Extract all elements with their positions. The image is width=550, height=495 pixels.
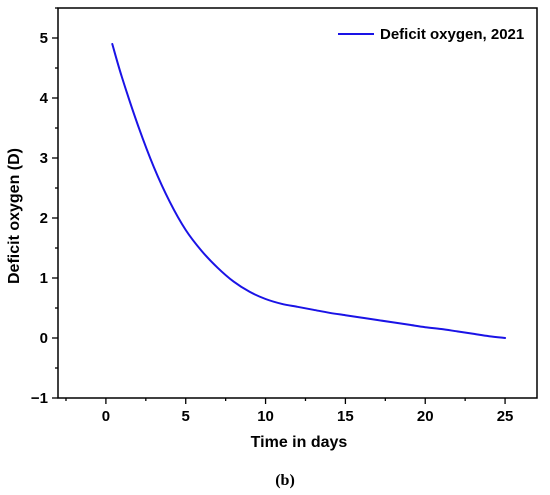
plot-frame bbox=[57, 7, 538, 399]
y-tick-label: 0 bbox=[40, 330, 48, 347]
y-tick-label: 1 bbox=[40, 270, 48, 287]
series-line bbox=[111, 43, 507, 339]
x-tick-label: 10 bbox=[257, 408, 274, 425]
axis-ticks bbox=[52, 7, 506, 404]
x-tick-label: 0 bbox=[102, 408, 110, 425]
y-tick-label: 5 bbox=[40, 30, 48, 47]
x-tick-label: 5 bbox=[182, 408, 190, 425]
x-tick-label: 15 bbox=[337, 408, 354, 425]
figure-caption: (b) bbox=[275, 472, 295, 489]
y-axis-title: Deficit oxygen (D) bbox=[6, 148, 23, 284]
y-tick-label: −1 bbox=[31, 390, 48, 407]
tick-labels: 0 5 10 15 20 25 −1 0 1 2 3 4 5 bbox=[31, 30, 514, 425]
y-tick-label: 2 bbox=[40, 210, 48, 227]
series-layer bbox=[111, 43, 507, 339]
y-tick-label: 4 bbox=[40, 90, 49, 107]
x-tick-label: 20 bbox=[417, 408, 434, 425]
legend: Deficit oxygen, 2021 bbox=[338, 26, 524, 43]
plot-border bbox=[57, 7, 538, 399]
x-tick-label: 25 bbox=[497, 408, 514, 425]
legend-label: Deficit oxygen, 2021 bbox=[380, 26, 524, 43]
x-axis-title: Time in days bbox=[251, 434, 348, 451]
y-tick-label: 3 bbox=[40, 150, 48, 167]
